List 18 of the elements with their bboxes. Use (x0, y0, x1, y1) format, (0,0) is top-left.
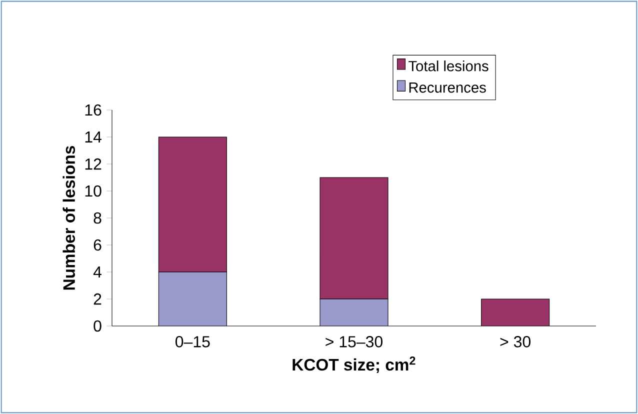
legend-label: Recurences (409, 82, 486, 93)
y-tick-label: 16 (85, 104, 102, 116)
legend-label: Total lesions (408, 60, 488, 72)
y-axis-title: Number of lesions (62, 146, 76, 290)
bar (158, 272, 227, 326)
y-tick-label: 2 (94, 293, 102, 305)
y-tick-label: 6 (94, 239, 102, 251)
y-tick-label: 14 (85, 132, 102, 142)
x-tick-label: 0–15 (176, 336, 210, 348)
y-tick-label: 0 (94, 320, 102, 332)
y-tick-label: 8 (94, 212, 102, 224)
x-axis-title: KCOT size; cm$^{2}$ (292, 356, 416, 374)
y-tick-label: 4 (93, 266, 102, 278)
x-tick-label: > 15–30 (326, 336, 383, 348)
y-tick-label: 12 (85, 158, 102, 170)
bar (320, 298, 388, 326)
y-tick-label: 10 (85, 185, 102, 197)
x-tick-label: > 30 (500, 336, 530, 348)
